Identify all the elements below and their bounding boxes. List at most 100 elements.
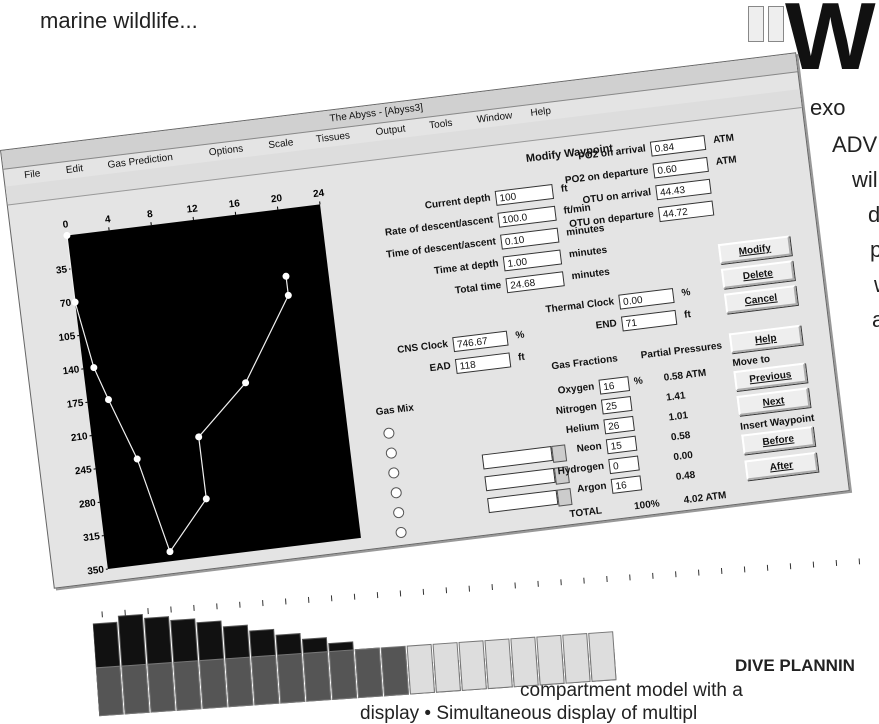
side-text: exo	[810, 95, 845, 121]
footer-text: compartment model with a	[520, 680, 743, 702]
menu-item[interactable]: Help	[530, 106, 552, 119]
gas-pressure: 1.41	[666, 390, 687, 403]
field-input: 44.72	[658, 201, 714, 223]
gas-fraction: 0	[608, 456, 640, 475]
field-unit: ft	[518, 352, 526, 364]
gas-name: Helium	[519, 421, 600, 442]
tissue-base	[459, 641, 486, 691]
y-tick-label: 280	[79, 498, 97, 511]
field-unit: minutes	[568, 245, 607, 261]
tissue-base	[122, 664, 149, 714]
side-text: w	[874, 272, 879, 298]
field-unit: ATM	[715, 154, 737, 167]
x-tick-label: 4	[104, 214, 111, 226]
section-label: Gas Fractions	[551, 353, 619, 372]
gas-fraction: 15	[606, 436, 638, 455]
radio-button[interactable]	[383, 427, 395, 439]
field-input: 71	[621, 310, 677, 332]
tissue-base	[407, 644, 434, 694]
total-pressure: 4.02 ATM	[683, 490, 727, 506]
gas-name: Oxygen	[514, 381, 595, 402]
y-tick-label: 175	[66, 398, 84, 411]
menu-item[interactable]: Tissues	[315, 130, 350, 145]
tissue-base	[563, 634, 590, 684]
tissue-base	[277, 653, 304, 703]
field-unit: %	[681, 287, 691, 299]
y-tick-label: 140	[62, 364, 80, 377]
tissue-base	[96, 666, 123, 716]
gas-pressure: 0.58	[670, 430, 691, 443]
y-tick-label: 350	[87, 564, 105, 577]
tissue-base	[355, 648, 382, 698]
page: marine wildlife... W The Abyss - [Abyss3…	[0, 0, 879, 724]
tissue-base	[303, 652, 330, 702]
button[interactable]: Next	[736, 387, 810, 416]
menu-item[interactable]: Output	[375, 123, 406, 138]
field-input: 1.00	[503, 249, 562, 271]
gas-fraction: 16	[611, 475, 643, 494]
menu-item[interactable]: Options	[208, 143, 244, 158]
tissue-base	[174, 661, 201, 711]
menu-item[interactable]: Window	[476, 110, 513, 125]
button[interactable]: After	[744, 452, 818, 481]
field-input: 44.43	[655, 179, 711, 201]
scroll-arrows[interactable]	[748, 6, 764, 42]
gas-pressure: 0.00	[673, 450, 694, 463]
intro-text: marine wildlife...	[40, 8, 198, 34]
side-text: wil	[852, 167, 878, 193]
gas-pressure: 1.01	[668, 410, 689, 423]
total-label: TOTAL	[569, 505, 603, 520]
x-tick-label: 12	[186, 203, 199, 215]
side-text: di	[868, 202, 879, 228]
menu-item[interactable]: Edit	[65, 163, 83, 176]
button[interactable]: Help	[729, 325, 803, 354]
tissue-base	[329, 650, 356, 700]
field-input: 24.68	[505, 271, 564, 293]
radio-button[interactable]	[388, 467, 400, 479]
gas-unit: %	[633, 375, 643, 387]
y-tick-label: 315	[83, 531, 101, 544]
footer-text: DIVE PLANNIN	[735, 656, 855, 676]
profile-chart: 048121620243570105140175210245280315350	[18, 167, 372, 582]
y-tick-label: 35	[55, 264, 68, 276]
tissue-base	[589, 632, 616, 682]
y-tick-label: 245	[74, 464, 92, 477]
tissue-base	[537, 635, 564, 685]
gas-name: Nitrogen	[517, 401, 598, 422]
gas-pressure: 0.58 ATM	[663, 368, 707, 384]
field-input: 118	[455, 352, 511, 374]
section-label: Partial Pressures	[640, 341, 722, 362]
total-fraction: 100%	[634, 498, 661, 512]
field-input: 0.00	[618, 288, 674, 310]
y-tick-label: 70	[59, 298, 72, 310]
menu-item[interactable]: File	[24, 168, 41, 181]
radio-button[interactable]	[390, 487, 402, 499]
scroll-arrows[interactable]	[768, 6, 784, 42]
tissue-base	[485, 639, 512, 689]
radio-button[interactable]	[395, 526, 407, 538]
menu-item[interactable]: Tools	[429, 118, 454, 132]
field-input: 0.60	[653, 157, 709, 179]
gas-fraction: 25	[601, 396, 633, 415]
side-text: p	[870, 237, 879, 263]
tissue-base	[433, 643, 460, 693]
field-unit: ft	[684, 309, 692, 321]
x-tick-label: 0	[62, 219, 69, 231]
footer-text: display • Simultaneous display of multip…	[360, 703, 697, 724]
x-tick-label: 24	[313, 188, 326, 200]
gas-pressure: 0.48	[675, 470, 696, 483]
section-label: Gas Mix	[375, 403, 414, 419]
menu-item[interactable]: Scale	[268, 137, 294, 151]
button[interactable]: Cancel	[724, 285, 798, 314]
x-tick-label: 8	[147, 209, 154, 221]
x-tick-label: 16	[228, 198, 241, 210]
tissue-chart	[92, 557, 879, 722]
button[interactable]: Delete	[721, 260, 795, 289]
x-tick-label: 20	[270, 193, 283, 205]
radio-button[interactable]	[385, 447, 397, 459]
tissue-base	[226, 657, 253, 707]
side-text: a	[872, 307, 879, 333]
radio-button[interactable]	[393, 506, 405, 518]
button[interactable]: Modify	[718, 235, 792, 264]
